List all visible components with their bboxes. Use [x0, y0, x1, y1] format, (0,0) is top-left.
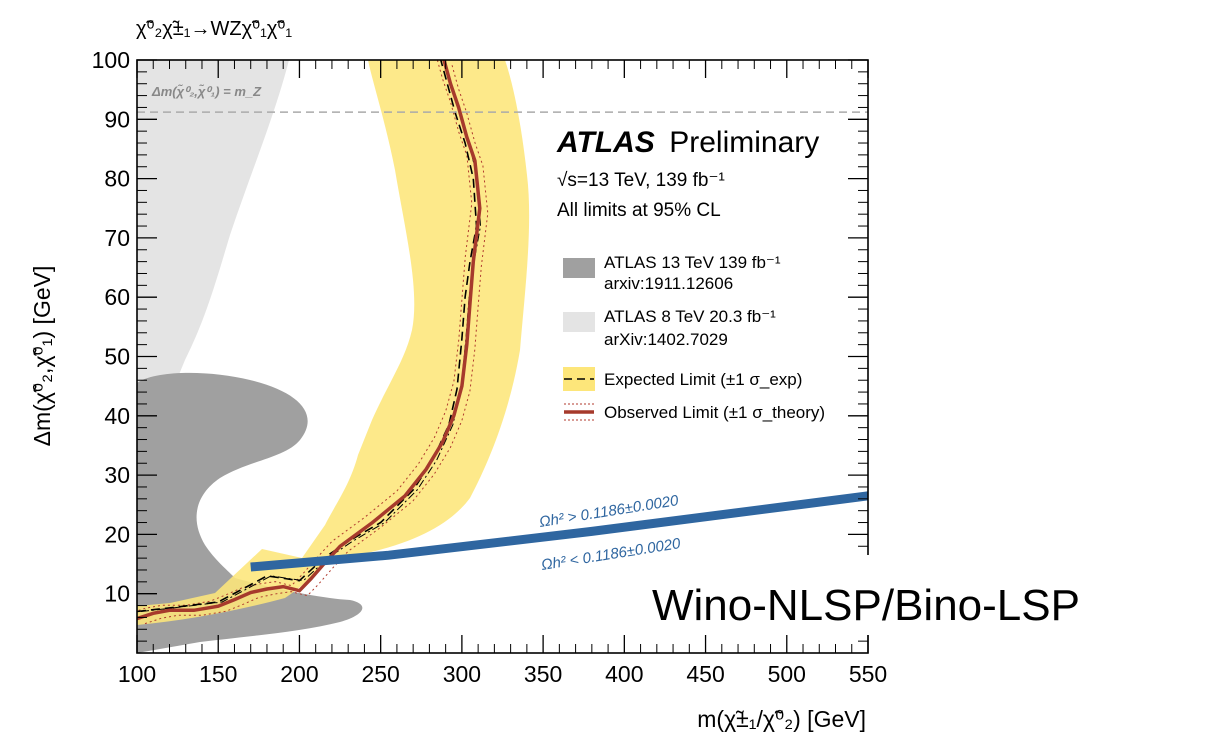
y-tick-label: 50 [104, 344, 130, 370]
y-tick-label: 60 [104, 284, 130, 310]
x-tick-label: 200 [280, 661, 318, 687]
y-tick-label: 90 [104, 106, 130, 132]
axis-ticks [136, 59, 869, 653]
observed-limit-line [137, 60, 482, 621]
observed-theory-down-line [144, 64, 489, 625]
legend-label-atlas8: ATLAS 8 TeV 20.3 fb⁻¹ [604, 307, 776, 326]
y-tick-label: 30 [104, 462, 130, 488]
expected-band [137, 60, 530, 625]
scenario-label-bg [648, 555, 1213, 635]
legend-label-atlas13: ATLAS 13 TeV 139 fb⁻¹ [604, 253, 781, 272]
mz-line-label: Δm(χ̃⁰₂,χ̃⁰₁) = m_Z [151, 84, 262, 99]
scenario-label: Wino-NLSP/Bino-LSP [652, 581, 1080, 630]
cl-label: All limits at 95% CL [557, 200, 721, 221]
y-axis-label: Δm(χ̃⁰₂,χ̃⁰₁) [GeV] [29, 266, 55, 447]
y-tick-label: 70 [104, 225, 130, 251]
energy-lumi-label: √s=13 TeV, 139 fb⁻¹ [557, 170, 725, 191]
x-tick-label: 450 [686, 661, 724, 687]
legend-swatch-atlas13 [563, 258, 595, 278]
status-label: Preliminary [669, 126, 819, 159]
x-tick-label: 300 [443, 661, 481, 687]
x-tick-label: 150 [199, 661, 237, 687]
y-tick-label: 80 [104, 166, 130, 192]
y-tick-label: 20 [104, 521, 130, 547]
x-tick-labels: 100 150 200 250 300 350 400 450 500 550 [118, 661, 887, 687]
x-axis-label: m(χ̃±₁/χ̃⁰₂) [GeV] [697, 706, 866, 732]
x-tick-label: 400 [605, 661, 643, 687]
y-tick-label: 40 [104, 403, 130, 429]
x-tick-label: 250 [361, 661, 399, 687]
atlas8-region [137, 60, 289, 470]
legend-label2-atlas13: arxiv:1911.12606 [604, 274, 733, 293]
process-label: χ̃⁰₂χ̃±₁→WZχ̃⁰₁χ̃⁰₁ [136, 18, 292, 40]
y-tick-label: 100 [92, 47, 130, 73]
atlas13-region [137, 372, 363, 653]
legend-label-expected: Expected Limit (±1 σ_exp) [604, 370, 802, 389]
experiment-label: ATLAS [556, 126, 655, 159]
legend-label2-atlas8: arXiv:1402.7029 [604, 330, 728, 349]
x-tick-label: 500 [768, 661, 806, 687]
legend: ATLAS 13 TeV 139 fb⁻¹ arxiv:1911.12606 A… [563, 253, 825, 422]
x-tick-label: 550 [849, 661, 887, 687]
legend-label-observed: Observed Limit (±1 σ_theory) [604, 403, 825, 422]
atlas-label: ATLAS Preliminary [556, 126, 819, 159]
legend-swatch-atlas8 [563, 312, 595, 332]
x-tick-label: 350 [524, 661, 562, 687]
plot-area [137, 60, 868, 653]
observed-theory-up-line [137, 60, 473, 612]
y-tick-labels: 10 20 30 40 50 60 70 80 90 100 [92, 47, 130, 607]
x-tick-label: 100 [118, 661, 156, 687]
y-tick-label: 10 [104, 581, 130, 607]
relic-density-line [250, 491, 868, 572]
